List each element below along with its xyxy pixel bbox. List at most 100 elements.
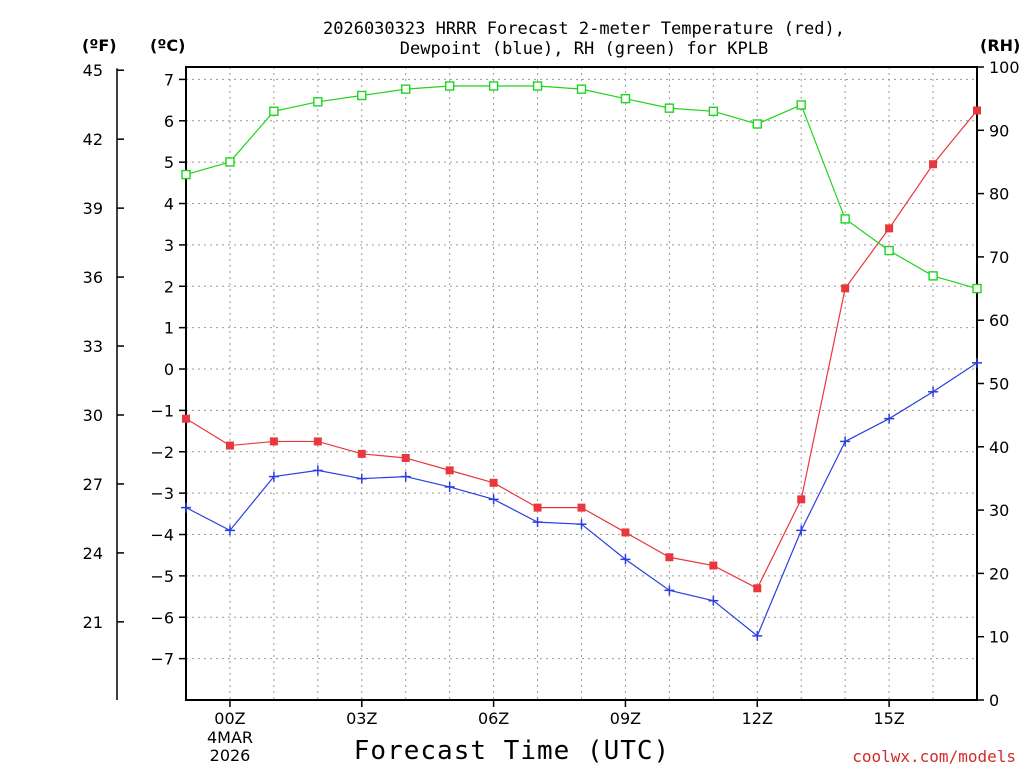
x-tick-label: 06Z xyxy=(478,709,509,728)
temperature-point xyxy=(797,495,806,504)
x-axis-label: Forecast Time (UTC) xyxy=(354,736,670,766)
rh-point xyxy=(972,283,982,294)
dewpoint-point xyxy=(400,471,411,482)
rh-point xyxy=(488,81,499,91)
dewpoint-point xyxy=(312,465,323,476)
axes: −7−6−5−4−3−2−101234567212427303336394245… xyxy=(83,58,1020,728)
celsius-tick-label: −6 xyxy=(150,608,174,627)
celsius-tick-label: 0 xyxy=(164,360,174,379)
fahrenheit-tick-label: 39 xyxy=(83,199,103,218)
temperature-point xyxy=(445,466,454,475)
rh-tick-label: 0 xyxy=(989,691,999,710)
rh-tick-label: 10 xyxy=(989,628,1009,647)
temperature-point xyxy=(973,106,981,115)
celsius-tick-label: 7 xyxy=(164,70,174,89)
x-tick-label: 15Z xyxy=(873,709,904,728)
dewpoint-point xyxy=(708,595,719,606)
rh-point xyxy=(401,84,411,94)
dewpoint-point xyxy=(796,525,807,536)
rh-tick-label: 90 xyxy=(989,121,1009,140)
dewpoint-point xyxy=(752,630,763,641)
series-temperature xyxy=(182,106,981,593)
temperature-point xyxy=(269,437,278,446)
celsius-tick-label: −7 xyxy=(150,650,174,669)
fahrenheit-tick-label: 27 xyxy=(83,475,103,494)
rh-point xyxy=(444,81,455,91)
rh-point xyxy=(532,81,543,91)
temperature-point xyxy=(533,503,542,512)
rh-point xyxy=(708,106,719,117)
rh-point xyxy=(796,100,806,110)
dewpoint-point xyxy=(356,473,367,484)
dewpoint-point xyxy=(532,517,543,528)
rh-tick-label: 40 xyxy=(989,438,1009,457)
dewpoint-point xyxy=(620,554,631,565)
date-label-day: 4MAR xyxy=(207,728,253,747)
rh-tick-label: 80 xyxy=(989,185,1009,204)
temperature-point xyxy=(929,160,938,169)
gridlines xyxy=(186,67,977,700)
celsius-tick-label: −5 xyxy=(150,567,174,586)
dewpoint-point xyxy=(488,494,499,505)
celsius-tick-label: 2 xyxy=(164,277,174,296)
fahrenheit-tick-label: 21 xyxy=(83,613,103,632)
celsius-unit-label: (ºC) xyxy=(150,36,185,55)
celsius-tick-label: 3 xyxy=(164,236,174,255)
x-tick-label: 09Z xyxy=(610,709,641,728)
temperature-point xyxy=(709,561,718,570)
dewpoint-point xyxy=(884,413,895,424)
rh-point xyxy=(664,103,675,113)
rh-point xyxy=(225,157,235,167)
rh-point xyxy=(884,245,894,256)
celsius-tick-label: 1 xyxy=(164,319,174,338)
rh-point xyxy=(269,106,279,117)
rh-point xyxy=(181,169,191,180)
x-tick-label: 12Z xyxy=(742,709,773,728)
fahrenheit-tick-label: 33 xyxy=(83,337,103,356)
temperature-point xyxy=(885,224,894,233)
x-tick-label: 03Z xyxy=(346,709,377,728)
chart-title-line2: Dewpoint (blue), RH (green) for KPLB xyxy=(400,39,768,59)
fahrenheit-tick-label: 42 xyxy=(83,130,103,149)
celsius-tick-label: −3 xyxy=(150,484,174,503)
dewpoint-point xyxy=(972,357,982,368)
rh-point xyxy=(357,90,367,101)
x-tick-label: 00Z xyxy=(214,709,245,728)
celsius-tick-label: 4 xyxy=(164,195,174,214)
rh-unit-label: (RH) xyxy=(980,36,1020,55)
dewpoint-point xyxy=(268,471,279,482)
fahrenheit-tick-label: 30 xyxy=(83,406,103,425)
dewpoint-point xyxy=(444,481,455,492)
celsius-tick-label: −4 xyxy=(150,526,174,545)
series-rh xyxy=(181,81,982,294)
temperature-point xyxy=(489,478,498,487)
dewpoint-point xyxy=(576,519,587,530)
rh-tick-label: 20 xyxy=(989,564,1009,583)
rh-tick-label: 30 xyxy=(989,501,1009,520)
temperature-point xyxy=(182,414,190,423)
temperature-point xyxy=(225,441,234,450)
rh-point xyxy=(620,93,631,104)
rh-tick-label: 50 xyxy=(989,375,1009,394)
temperature-point xyxy=(577,503,586,512)
temperature-point xyxy=(357,449,366,458)
dewpoint-point xyxy=(224,525,235,536)
celsius-tick-label: 6 xyxy=(164,112,174,131)
temperature-point xyxy=(753,584,762,593)
rh-point xyxy=(840,214,850,224)
fahrenheit-tick-label: 36 xyxy=(83,268,103,287)
temperature-point xyxy=(401,453,410,462)
rh-point xyxy=(576,84,587,94)
dewpoint-point xyxy=(928,386,939,397)
credit-label: coolwx.com/models xyxy=(852,747,1016,766)
fahrenheit-tick-label: 45 xyxy=(83,61,103,80)
temperature-point xyxy=(665,553,674,562)
fahrenheit-unit-label: (ºF) xyxy=(82,36,117,55)
data-series xyxy=(181,81,982,641)
dewpoint-point xyxy=(181,502,191,513)
rh-tick-label: 100 xyxy=(989,58,1020,77)
fahrenheit-tick-label: 24 xyxy=(83,544,103,563)
rh-point xyxy=(928,271,938,281)
rh-point xyxy=(752,119,762,129)
series-dewpoint xyxy=(181,357,982,641)
